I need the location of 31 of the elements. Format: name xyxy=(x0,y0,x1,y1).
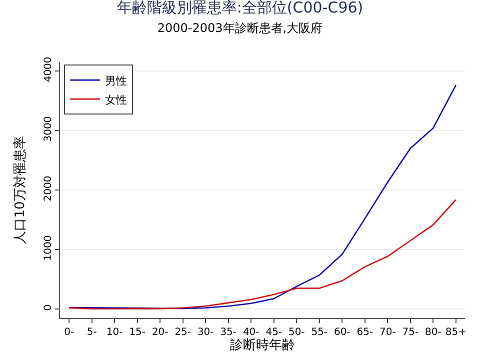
y-tick-label: 1000 xyxy=(43,235,54,261)
x-tick-label: 80- xyxy=(424,327,442,338)
x-tick-label: 20- xyxy=(152,327,169,338)
x-tick-label: 45- xyxy=(266,327,282,338)
y-tick-label: 2000 xyxy=(43,176,54,202)
legend-label: 女性 xyxy=(105,93,128,106)
legend-label: 男性 xyxy=(105,74,128,88)
x-tick-label: 0- xyxy=(64,327,74,338)
x-tick-label: 10- xyxy=(106,327,124,338)
x-tick-label: 40- xyxy=(242,327,260,338)
x-tick-label: 55- xyxy=(311,327,328,338)
x-tick-label: 30- xyxy=(197,327,214,338)
chart-subtitle: 2000-2003年診断患者,大阪府 xyxy=(157,21,323,36)
x-tick-label: 75- xyxy=(402,327,419,338)
line-series xyxy=(68,84,457,310)
x-tick-label: 35- xyxy=(220,327,237,338)
x-tick-label: 60- xyxy=(334,327,351,338)
x-axis-title: 診断時年齢 xyxy=(230,338,295,353)
x-tick-label: 70- xyxy=(379,327,396,338)
chart-title: 年齢階級別罹患率:全部位(C00-C96) xyxy=(116,0,364,17)
x-tick-label: 5- xyxy=(86,327,98,338)
x-tick-label: 25- xyxy=(174,327,192,338)
x-tick-label: 50- xyxy=(288,327,306,338)
y-tick-label: 3000 xyxy=(43,116,54,142)
y-tick-label: 0 xyxy=(43,304,54,311)
x-tick-label: 15- xyxy=(129,327,146,338)
line-series xyxy=(68,199,457,310)
x-tick-label: 85+ xyxy=(445,327,466,338)
x-tick-label: 65- xyxy=(356,327,374,338)
y-tick-label: 4000 xyxy=(43,56,54,82)
y-axis-title: 人口10万対罹患率 xyxy=(12,136,28,244)
